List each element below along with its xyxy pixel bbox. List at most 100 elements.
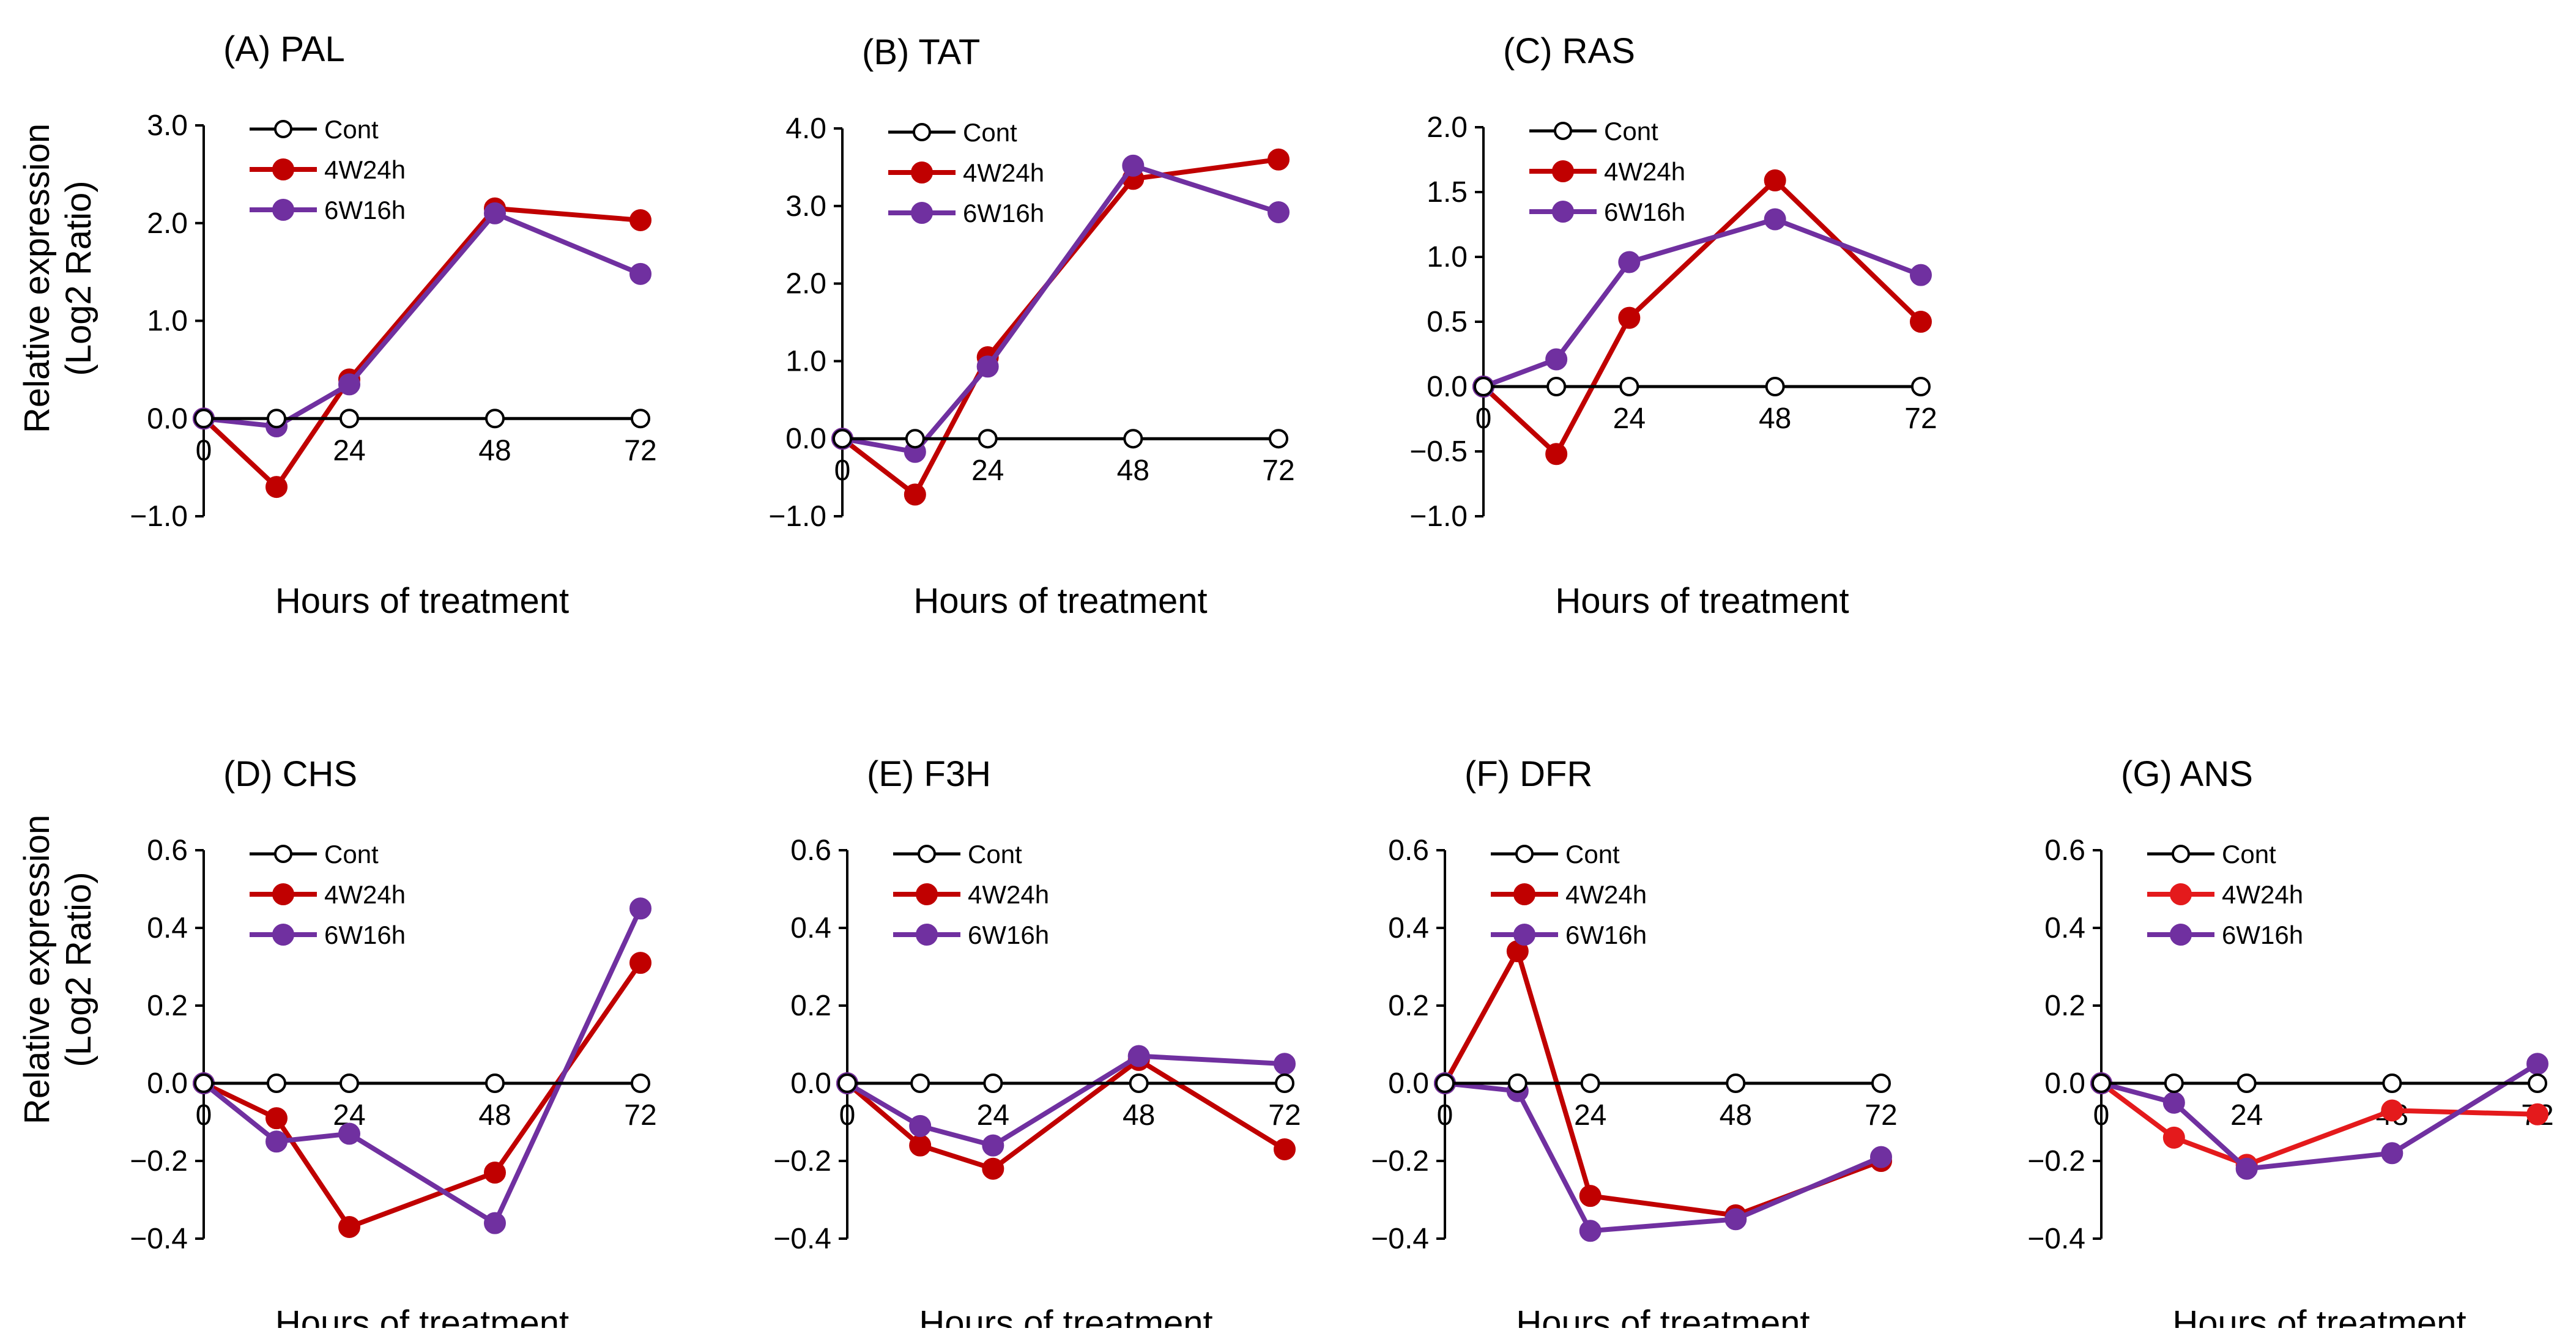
data-point-cont: [340, 1073, 359, 1093]
legend-label-4w24h: 4W24h: [324, 155, 406, 184]
x-tick-label: 72: [624, 1099, 656, 1132]
chart-title: (C) RAS: [1503, 31, 1635, 71]
x-tick-label: 72: [1865, 1099, 1897, 1132]
y-tick-label: 1.0: [785, 345, 826, 377]
y-tick-label: −0.2: [1371, 1145, 1429, 1177]
legend-label-6w16h: 6W16h: [324, 921, 406, 949]
x-axis-label: Hours of treatment: [919, 1303, 1212, 1328]
legend-label-cont: Cont: [968, 840, 1022, 869]
series-line-6w16h: [202, 907, 643, 1226]
legend-label-cont: Cont: [324, 115, 379, 144]
chart-panel: (C) RAS −1.0 −0.5 0.0 0.5 1.0 1.5 2.0 0 24 48 72 Hou…: [1409, 31, 1937, 621]
y-tick-label: −0.4: [2027, 1223, 2085, 1255]
legend-swatch-marker: [1554, 122, 1572, 140]
data-point-6w16h: [338, 1122, 360, 1145]
y-tick-label: 1.0: [1427, 241, 1468, 273]
data-point-4w24h: [484, 1162, 506, 1184]
data-point-cont: [2236, 1073, 2257, 1093]
data-point-cont: [905, 429, 925, 449]
legend-label-6w16h: 6W16h: [324, 196, 406, 224]
series-line-4w24h: [1482, 177, 1923, 457]
data-point-cont: [978, 429, 998, 449]
y-tick-label: −1.0: [130, 500, 188, 533]
data-point-6w16h: [629, 897, 651, 920]
x-tick-label: 72: [1904, 402, 1937, 435]
data-point-6w16h: [484, 202, 506, 224]
x-tick-label: 0: [1475, 402, 1492, 435]
y-tick-label: 0.2: [147, 990, 188, 1022]
legend-swatch-marker: [272, 883, 294, 905]
series-line-6w16h: [1444, 1081, 1882, 1234]
data-point-6w16h: [1870, 1146, 1892, 1168]
x-tick-label: 72: [624, 434, 656, 467]
legend-swatch-marker: [274, 120, 292, 138]
legend-swatch-marker: [918, 845, 936, 863]
x-tick-label: 24: [1613, 402, 1646, 435]
y-tick-label: 0.0: [790, 1067, 831, 1100]
data-point-cont: [1269, 429, 1288, 449]
data-point-cont: [1435, 1073, 1455, 1093]
chart-title: (D) CHS: [223, 754, 357, 794]
y-tick-label: 0.6: [1388, 834, 1429, 867]
x-tick-label: 0: [1437, 1099, 1453, 1132]
x-tick-label: 72: [1262, 454, 1294, 487]
data-point-6w16h: [265, 1130, 288, 1153]
data-point-6w16h: [1545, 348, 1568, 371]
data-point-4w24h: [1764, 169, 1786, 191]
data-point-6w16h: [909, 1114, 932, 1137]
legend-swatch-marker: [2172, 845, 2190, 863]
data-point-4w24h: [2381, 1099, 2403, 1122]
data-point-6w16h: [1274, 1053, 1296, 1075]
legend-swatch-marker: [2170, 883, 2192, 905]
y-axis-label-bottom: Relative expression: [17, 815, 57, 1124]
legend-label-6w16h: 6W16h: [1604, 198, 1685, 226]
y-tick-label: 3.0: [147, 109, 188, 142]
data-point-6w16h: [1268, 201, 1290, 223]
data-point-4w24h: [1579, 1185, 1602, 1207]
data-point-4w24h: [982, 1157, 1004, 1180]
legend-swatch-marker: [1513, 883, 1535, 905]
y-tick-label: −0.4: [773, 1223, 831, 1255]
legend-swatch-marker: [1515, 845, 1534, 863]
data-point-6w16h: [1910, 264, 1932, 286]
y-tick-label: 0.2: [1388, 990, 1429, 1022]
data-point-cont: [631, 409, 650, 429]
data-point-6w16h: [629, 262, 651, 285]
chart-title: (B) TAT: [862, 32, 980, 72]
data-point-cont: [631, 1073, 650, 1093]
legend-swatch-marker: [916, 924, 938, 946]
data-point-6w16h: [2162, 1091, 2185, 1114]
y-tick-label: 0.0: [1427, 371, 1468, 403]
legend-label-cont: Cont: [963, 118, 1017, 147]
x-axis-label: Hours of treatment: [2172, 1303, 2466, 1328]
x-tick-label: 48: [1123, 1099, 1155, 1132]
y-tick-label: 0.6: [790, 834, 831, 867]
data-point-cont: [1580, 1073, 1600, 1093]
y-tick-label: −0.2: [2027, 1145, 2085, 1177]
x-axis-label: Hours of treatment: [275, 1303, 569, 1328]
data-point-6w16h: [1579, 1220, 1602, 1242]
y-tick-label: 0.0: [785, 423, 826, 455]
y-tick-label: −0.2: [130, 1145, 188, 1177]
data-point-6w16h: [2235, 1157, 2258, 1180]
data-point-cont: [1474, 377, 1493, 396]
x-tick-label: 0: [196, 1099, 212, 1132]
data-point-cont: [833, 429, 852, 449]
y-tick-label: −1.0: [1409, 500, 1468, 533]
y-tick-label: 0.6: [147, 834, 188, 867]
legend-label-cont: Cont: [1565, 840, 1620, 869]
x-tick-label: 24: [1574, 1099, 1606, 1132]
data-point-cont: [485, 409, 505, 429]
legend-label-4w24h: 4W24h: [1565, 880, 1647, 909]
y-tick-label: 0.4: [2044, 912, 2085, 944]
series-line-6w16h: [203, 210, 642, 429]
data-point-cont: [1765, 377, 1785, 396]
data-point-4w24h: [265, 1107, 288, 1130]
legend-label-cont: Cont: [324, 840, 379, 869]
legend-label-6w16h: 6W16h: [968, 921, 1049, 949]
legend-label-cont: Cont: [1604, 117, 1658, 146]
legend-label-cont: Cont: [2222, 840, 2276, 869]
data-point-4w24h: [338, 1215, 360, 1238]
data-point-cont: [1546, 377, 1567, 396]
